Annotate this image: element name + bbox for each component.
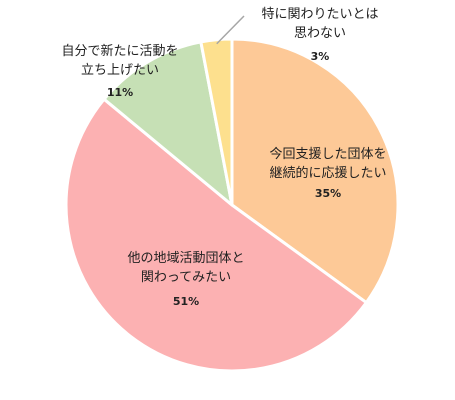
- slice-percent-2: 51%: [173, 295, 199, 308]
- slice-percent-3: 11%: [107, 86, 133, 99]
- slice-labels: 今回支援した団体を継続的に応援したい 35% 他の地域活動団体と関わってみたい 51%…: [61, 7, 386, 308]
- slice-label-4: 特に関わりたいとは思わない: [261, 7, 378, 41]
- slice-label-2: 他の地域活動団体と関わってみたい: [127, 251, 244, 285]
- slice-percent-4: 3%: [311, 50, 330, 63]
- leader-line-4: [216, 15, 245, 45]
- slice-label-3: 自分で新たに活動を立ち上げたい: [61, 43, 178, 78]
- pie-slice-3: [102, 40, 234, 207]
- pie-slice-1: [230, 37, 400, 305]
- pie-slice-2: [64, 97, 368, 373]
- pie-slice-4: [199, 37, 234, 207]
- slice-percent-1: 35%: [315, 187, 341, 200]
- pie-slices: [64, 37, 400, 373]
- leader-lines: [216, 15, 245, 45]
- slice-label-1: 今回支援した団体を継続的に応援したい: [269, 146, 386, 181]
